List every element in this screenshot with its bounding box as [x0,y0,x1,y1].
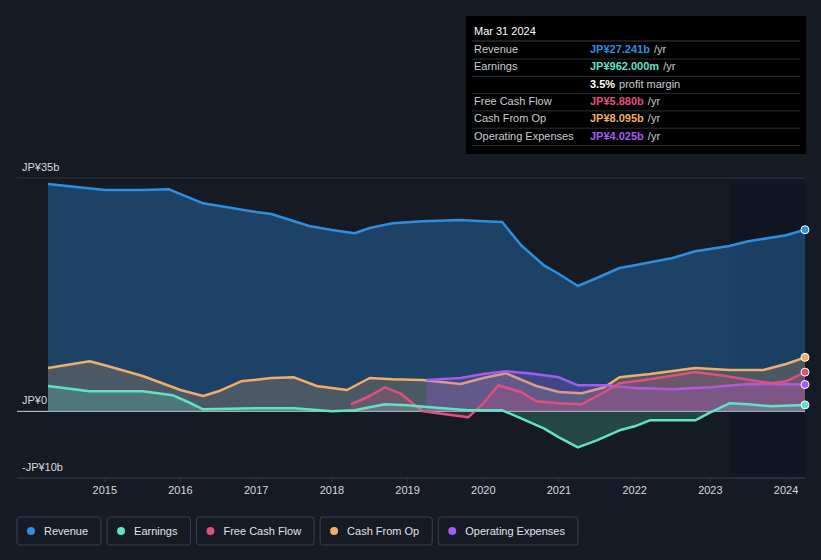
x-tick-label: 2020 [471,484,495,496]
x-tick-label: 2022 [622,484,646,496]
y-tick-label: JP¥35b [22,161,59,173]
x-tick-label: 2015 [93,484,117,496]
background [0,0,821,560]
series-line [48,386,805,447]
tooltip-box [466,16,806,154]
tooltip-label: Cash From Op [474,112,546,124]
x-tick [256,478,257,482]
legend-item[interactable]: Earnings [107,517,190,545]
x-axis-line [17,478,805,479]
grid-line [17,178,805,179]
legend-swatch [117,527,125,535]
plot-area [48,184,805,447]
tooltip-title: Mar 31 2024 [474,25,536,37]
tooltip-suffix: /yr [663,60,676,72]
tooltip-suffix: profit margin [619,78,680,90]
legend-item[interactable]: Cash From Op [320,517,432,545]
x-tick [558,478,559,482]
tooltip-value: 3.5% [590,78,615,90]
y-tick-label: JP¥0 [22,394,47,406]
tooltip-value: JP¥8.095b [590,112,644,124]
legend-label: Revenue [44,525,88,537]
legend-swatch [206,527,214,535]
tooltip-value: JP¥4.025b [590,130,644,142]
tooltip-suffix: /yr [648,95,661,107]
tooltip-label: Revenue [474,43,518,55]
series-line [48,184,805,286]
tooltip-value: JP¥962.000m [590,60,659,72]
tooltip-divider [472,41,800,42]
x-tick-label: 2016 [168,484,192,496]
legend-box [107,517,190,545]
tooltip-suffix: /yr [648,112,661,124]
x-tick-label: 2023 [698,484,722,496]
series-area [48,386,805,447]
legend-item[interactable]: Revenue [17,517,101,545]
tooltip-label: Earnings [474,60,518,72]
tooltip-divider [472,145,800,146]
x-tick-label: 2018 [320,484,344,496]
x-tick [331,478,332,482]
x-tick-label: 2017 [244,484,268,496]
chart: JP¥35b JP¥0 -JP¥10b 2015 2016 2017 2018 2019 202… [0,0,821,560]
legend-label: Operating Expenses [465,525,565,537]
legend-label: Free Cash Flow [223,525,301,537]
tooltip-suffix: /yr [648,130,661,142]
x-tick [180,478,181,482]
tooltip: Mar 31 2024 Revenue JP¥27.241b/yr Earnings J… [466,16,806,154]
y-tick-label: -JP¥10b [22,461,63,473]
tooltip-suffix: /yr [654,43,667,55]
x-tick [407,478,408,482]
legend-label: Earnings [134,525,178,537]
x-tick-label: 2024 [774,484,798,496]
legend-item[interactable]: Operating Expenses [438,517,578,545]
end-marker [801,226,809,234]
legend-label: Cash From Op [347,525,419,537]
end-marker [801,368,809,376]
legend-swatch [448,527,456,535]
tooltip-value: JP¥5.880b [590,95,644,107]
x-tick [634,478,635,482]
x-tick-label: 2019 [395,484,419,496]
tooltip-value: JP¥27.241b [590,43,650,55]
legend-box [438,517,578,545]
legend-box [196,517,314,545]
legend-swatch [330,527,338,535]
x-tick [104,478,105,482]
legend-item[interactable]: Free Cash Flow [196,517,314,545]
tooltip-label: Operating Expenses [474,130,574,142]
x-tick [710,478,711,482]
end-marker [801,401,809,409]
legend-box [320,517,432,545]
end-marker [801,353,809,361]
x-tick [786,478,787,482]
x-tick [483,478,484,482]
tooltip-label: Free Cash Flow [474,95,552,107]
legend-swatch [27,527,35,535]
grid-line [17,478,805,479]
legend-box [17,517,101,545]
x-tick-label: 2021 [547,484,571,496]
end-marker [801,381,809,389]
